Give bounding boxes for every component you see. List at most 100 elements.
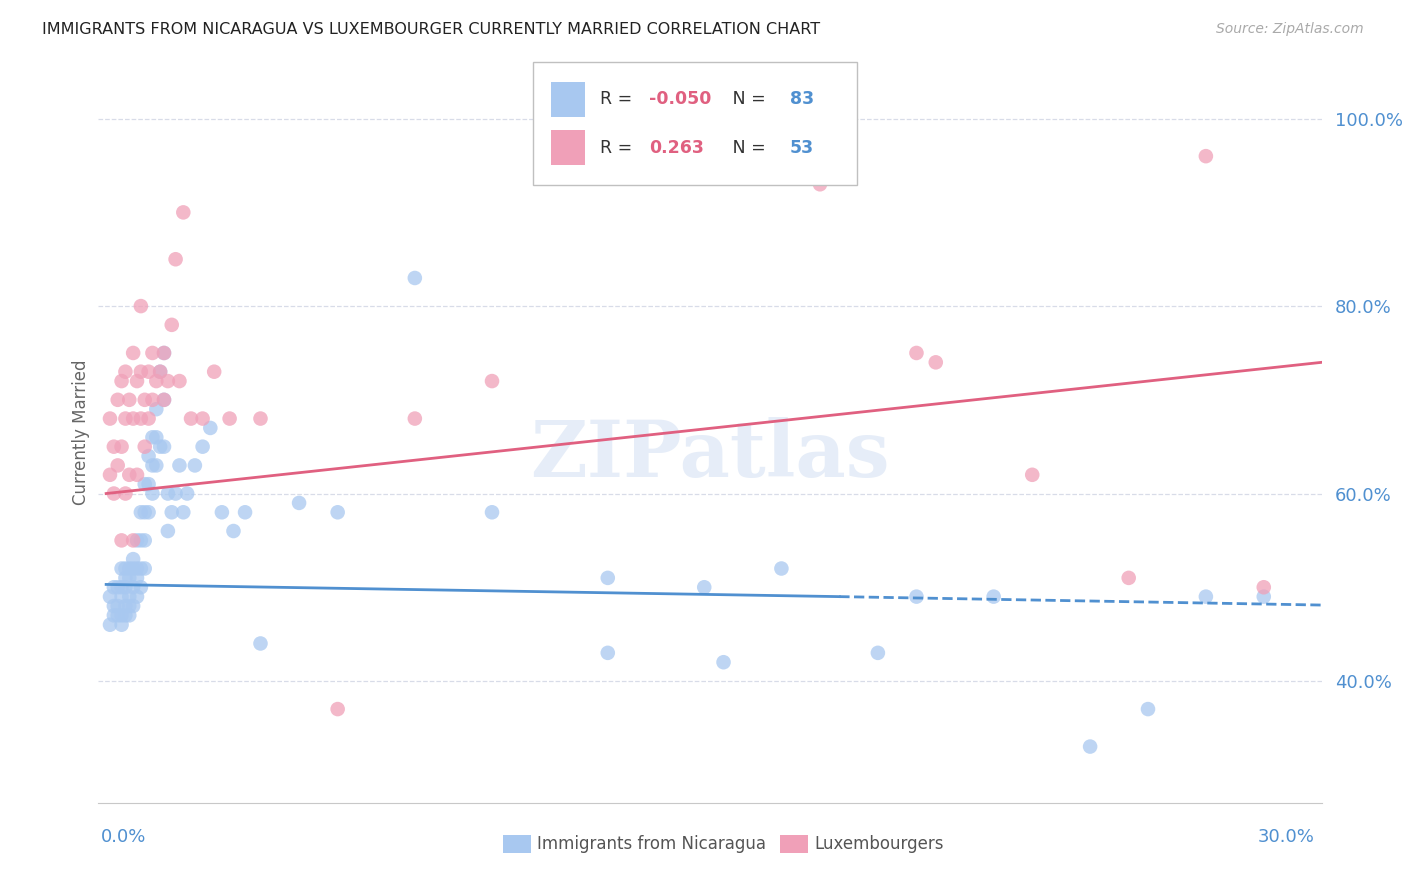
Point xyxy=(191,440,214,454)
Point xyxy=(107,580,129,594)
Point xyxy=(172,205,194,219)
Text: IMMIGRANTS FROM NICARAGUA VS LUXEMBOURGER CURRENTLY MARRIED CORRELATION CHART: IMMIGRANTS FROM NICARAGUA VS LUXEMBOURGE… xyxy=(42,22,820,37)
Text: R =: R = xyxy=(600,90,638,109)
Point xyxy=(114,411,136,425)
Point xyxy=(122,411,145,425)
Point xyxy=(1253,580,1275,594)
Text: Luxembourgers: Luxembourgers xyxy=(814,835,943,853)
Point xyxy=(211,505,233,519)
Point xyxy=(149,365,172,379)
Text: ZIPatlas: ZIPatlas xyxy=(530,417,890,493)
Point xyxy=(713,655,735,669)
Text: 83: 83 xyxy=(790,90,814,109)
Point xyxy=(222,524,245,538)
Point xyxy=(218,411,240,425)
Point xyxy=(118,608,141,623)
Point xyxy=(770,561,793,575)
Point xyxy=(169,458,191,473)
Point xyxy=(145,458,167,473)
Text: Source: ZipAtlas.com: Source: ZipAtlas.com xyxy=(1216,22,1364,37)
Point xyxy=(129,365,152,379)
Point xyxy=(160,318,183,332)
Point xyxy=(404,411,426,425)
Point xyxy=(129,580,152,594)
Point xyxy=(149,365,172,379)
Point xyxy=(326,505,349,519)
Point xyxy=(172,505,194,519)
Point xyxy=(983,590,1005,604)
Y-axis label: Currently Married: Currently Married xyxy=(72,359,90,506)
Point xyxy=(98,467,121,482)
Point xyxy=(141,346,163,360)
Point xyxy=(107,458,129,473)
Point xyxy=(110,533,132,548)
Point xyxy=(145,402,167,417)
Point xyxy=(103,599,125,613)
Point xyxy=(905,590,928,604)
Text: 0.263: 0.263 xyxy=(648,138,704,157)
Point xyxy=(165,252,187,267)
Point xyxy=(1195,149,1218,163)
Point xyxy=(134,440,156,454)
Point xyxy=(122,533,145,548)
Point xyxy=(138,505,160,519)
Point xyxy=(713,149,735,163)
Point xyxy=(165,486,187,500)
Point xyxy=(693,580,716,594)
Text: N =: N = xyxy=(716,138,772,157)
Point xyxy=(107,599,129,613)
Point xyxy=(125,590,148,604)
Point xyxy=(156,374,179,388)
Point xyxy=(114,561,136,575)
Point xyxy=(122,552,145,566)
Point xyxy=(114,608,136,623)
Point xyxy=(118,467,141,482)
FancyBboxPatch shape xyxy=(533,62,856,185)
Point xyxy=(103,608,125,623)
Point xyxy=(141,392,163,407)
Point xyxy=(122,561,145,575)
Point xyxy=(110,608,132,623)
Point xyxy=(141,430,163,444)
Point xyxy=(169,374,191,388)
Point xyxy=(118,561,141,575)
Point xyxy=(122,346,145,360)
Point xyxy=(122,580,145,594)
Point xyxy=(153,440,176,454)
Point xyxy=(103,440,125,454)
Text: N =: N = xyxy=(716,90,772,109)
Point xyxy=(114,580,136,594)
Point xyxy=(1253,590,1275,604)
Text: -0.050: -0.050 xyxy=(648,90,711,109)
Point xyxy=(176,486,198,500)
FancyBboxPatch shape xyxy=(551,82,585,117)
Point xyxy=(138,477,160,491)
Point xyxy=(114,599,136,613)
Point xyxy=(141,458,163,473)
Point xyxy=(156,524,179,538)
Point xyxy=(129,561,152,575)
Text: R =: R = xyxy=(600,138,643,157)
Point xyxy=(905,346,928,360)
Point xyxy=(110,580,132,594)
Point xyxy=(180,411,202,425)
Point xyxy=(202,365,225,379)
Point xyxy=(138,365,160,379)
Point xyxy=(153,346,176,360)
Point xyxy=(191,411,214,425)
Point xyxy=(481,374,503,388)
Point xyxy=(125,374,148,388)
Point xyxy=(925,355,948,369)
Point xyxy=(114,486,136,500)
Point xyxy=(129,533,152,548)
Point xyxy=(110,374,132,388)
Point xyxy=(118,392,141,407)
Point xyxy=(110,561,132,575)
Point xyxy=(114,571,136,585)
Point xyxy=(866,646,889,660)
Text: 53: 53 xyxy=(790,138,814,157)
Point xyxy=(153,392,176,407)
FancyBboxPatch shape xyxy=(551,130,585,165)
Point xyxy=(184,458,207,473)
Point xyxy=(129,299,152,313)
